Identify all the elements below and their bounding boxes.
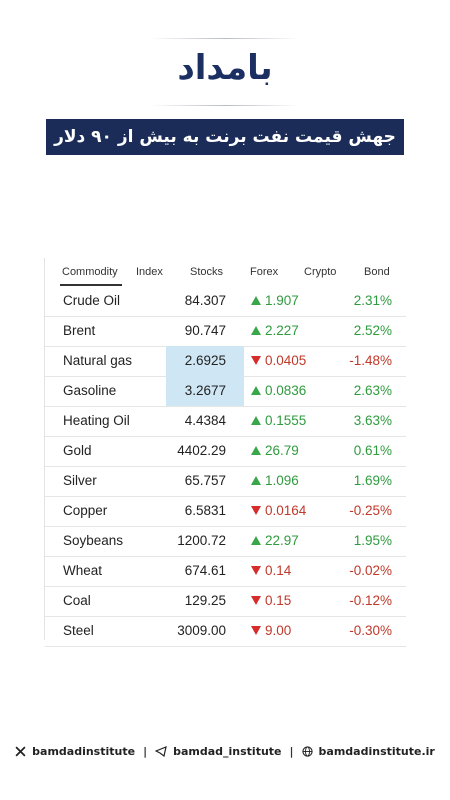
arrow-up [251, 476, 261, 485]
table-row: Heating Oil 4.4384 0.1555 3.63% [45, 406, 406, 437]
commodity-name: Heating Oil [63, 413, 130, 428]
change: 0.14 [265, 563, 292, 578]
percent: -0.02% [349, 563, 392, 578]
tab[interactable]: Crypto [304, 266, 337, 278]
change: 1.907 [265, 293, 299, 308]
table-row: Coal 129.25 0.15 -0.12% [45, 586, 406, 617]
telegram-icon [155, 746, 167, 757]
table-row: Wheat 674.61 0.14 -0.02% [45, 556, 406, 587]
price: 129.25 [184, 593, 226, 608]
globe-icon [301, 746, 313, 757]
change: 2.227 [265, 323, 299, 338]
arrow-down [251, 596, 261, 605]
tab[interactable]: Stocks [190, 266, 224, 278]
table-row: Gasoline 3.2677 0.0836 2.63% [45, 376, 406, 407]
commodity-name: Soybeans [63, 533, 124, 548]
percent: 0.61% [353, 443, 392, 458]
arrow-down [251, 626, 261, 635]
commodity-name: Silver [63, 473, 97, 488]
tab-underline [60, 284, 122, 286]
change: 0.15 [265, 593, 292, 608]
commodity-name: Steel [63, 623, 94, 638]
logo: بامداد [177, 48, 273, 88]
tab[interactable]: Index [136, 266, 163, 278]
price: 84.307 [184, 293, 226, 308]
price: 65.757 [184, 473, 226, 488]
table-row: Crude Oil 84.307 1.907 2.31% [45, 286, 406, 317]
commodity-name: Crude Oil [63, 293, 121, 308]
arrow-up [251, 536, 261, 545]
price: 4.4384 [184, 413, 226, 428]
cell-highlight [166, 346, 244, 376]
commodity-table: Commodity Index Stocks Forex Crypto Bond Crude… [44, 258, 406, 647]
percent: 3.63% [353, 413, 392, 428]
change: 1.096 [265, 473, 299, 488]
table-row: Gold 4402.29 26.79 0.61% [45, 436, 406, 467]
cell-highlight [166, 376, 244, 406]
change: 0.0836 [265, 383, 307, 398]
commodity-name: Gasoline [63, 383, 117, 398]
footer: bamdadinstitute | bamdad_institute | bam… [0, 745, 450, 758]
arrow-down [251, 506, 261, 515]
change: 0.1555 [265, 413, 307, 428]
arrow-up [251, 416, 261, 425]
arrow-up [251, 446, 261, 455]
table-row: Steel 3009.00 9.00 -0.30% [45, 616, 406, 647]
commodity-name: Brent [63, 323, 96, 338]
percent: 1.69% [353, 473, 392, 488]
change: 0.0405 [265, 353, 307, 368]
price: 1200.72 [177, 533, 226, 548]
change: 26.79 [265, 443, 299, 458]
headline: جهش قیمت نفت برنت به بیش از ۹۰ دلار [46, 119, 404, 155]
percent: -0.30% [349, 623, 392, 638]
arrow-up [251, 386, 261, 395]
percent: -0.25% [349, 503, 392, 518]
percent: 2.31% [353, 293, 392, 308]
divider [150, 105, 300, 106]
table-row: Copper 6.5831 0.0164 -0.25% [45, 496, 406, 527]
price: 90.747 [184, 323, 226, 338]
arrow-down [251, 566, 261, 575]
change: 9.00 [265, 623, 292, 638]
price: 674.61 [184, 563, 226, 578]
commodity-name: Wheat [63, 563, 103, 578]
price: 6.5831 [184, 503, 226, 518]
table-row: Silver 65.757 1.096 1.69% [45, 466, 406, 497]
table-row: Soybeans 1200.72 22.97 1.95% [45, 526, 406, 557]
tab[interactable]: Forex [250, 266, 279, 278]
table-row: Natural gas 2.6925 0.0405 -1.48% [45, 346, 406, 377]
percent: 2.52% [353, 323, 392, 338]
commodity-name: Coal [63, 593, 91, 608]
percent: 2.63% [353, 383, 392, 398]
tab[interactable]: Commodity [62, 266, 118, 278]
change: 0.0164 [265, 503, 307, 518]
table-row: Brent 90.747 2.227 2.52% [45, 316, 406, 347]
footer-handle: bamdad_institute [173, 745, 282, 758]
divider [150, 38, 300, 39]
percent: -1.48% [349, 353, 392, 368]
commodity-name: Natural gas [63, 353, 133, 368]
commodity-name: Gold [63, 443, 92, 458]
footer-link: bamdadinstitute.ir [318, 745, 435, 758]
arrow-up [251, 296, 261, 305]
separator: | [289, 745, 294, 758]
price: 3.2677 [184, 383, 226, 398]
separator: | [143, 745, 148, 758]
percent: 1.95% [353, 533, 392, 548]
arrow-down [251, 356, 261, 365]
change: 22.97 [265, 533, 299, 548]
price: 4402.29 [177, 443, 226, 458]
x-icon [15, 746, 26, 757]
footer-handle: bamdadinstitute [32, 745, 136, 758]
tab[interactable]: Bond [364, 266, 390, 278]
price: 2.6925 [184, 353, 226, 368]
commodity-name: Copper [63, 503, 108, 518]
arrow-up [251, 326, 261, 335]
percent: -0.12% [349, 593, 392, 608]
price: 3009.00 [177, 623, 226, 638]
